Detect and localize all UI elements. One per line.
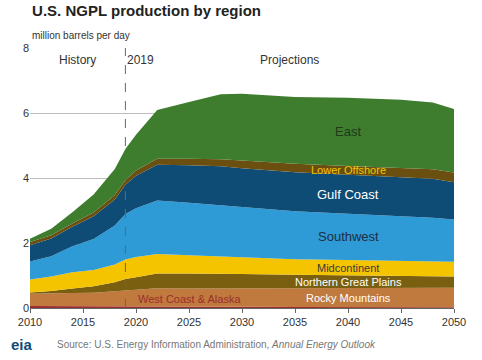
svg-text:eia: eia (11, 336, 33, 353)
svg-text:0: 0 (23, 302, 29, 314)
svg-text:West Coast & Alaska: West Coast & Alaska (138, 293, 241, 305)
svg-text:East: East (335, 124, 361, 139)
svg-text:Southwest: Southwest (318, 229, 379, 244)
svg-text:2010: 2010 (18, 316, 42, 328)
svg-text:2015: 2015 (71, 316, 95, 328)
svg-text:2050: 2050 (442, 316, 466, 328)
svg-text:2025: 2025 (177, 316, 201, 328)
svg-text:Gulf Coast: Gulf Coast (317, 187, 379, 202)
svg-text:million barrels per day: million barrels per day (32, 30, 130, 41)
svg-text:2035: 2035 (283, 316, 307, 328)
svg-text:2045: 2045 (389, 316, 413, 328)
svg-text:Projections: Projections (260, 53, 319, 67)
svg-text:History: History (59, 53, 96, 67)
svg-text:Rocky Mountains: Rocky Mountains (306, 292, 391, 304)
svg-text:U.S. NGPL production by region: U.S. NGPL production by region (32, 2, 261, 19)
svg-text:Northern Great Plains: Northern Great Plains (295, 276, 402, 288)
svg-text:2: 2 (23, 237, 29, 249)
svg-text:8: 8 (23, 42, 29, 54)
svg-text:Source: U.S. Energy Informatio: Source: U.S. Energy Information Administ… (57, 339, 376, 350)
svg-text:2040: 2040 (336, 316, 360, 328)
svg-text:2020: 2020 (124, 316, 148, 328)
svg-text:2019: 2019 (127, 53, 154, 67)
svg-text:Lower Offshore: Lower Offshore (311, 164, 386, 176)
svg-text:2030: 2030 (230, 316, 254, 328)
svg-text:4: 4 (23, 172, 29, 184)
svg-text:6: 6 (23, 107, 29, 119)
svg-text:Midcontinent: Midcontinent (317, 262, 379, 274)
